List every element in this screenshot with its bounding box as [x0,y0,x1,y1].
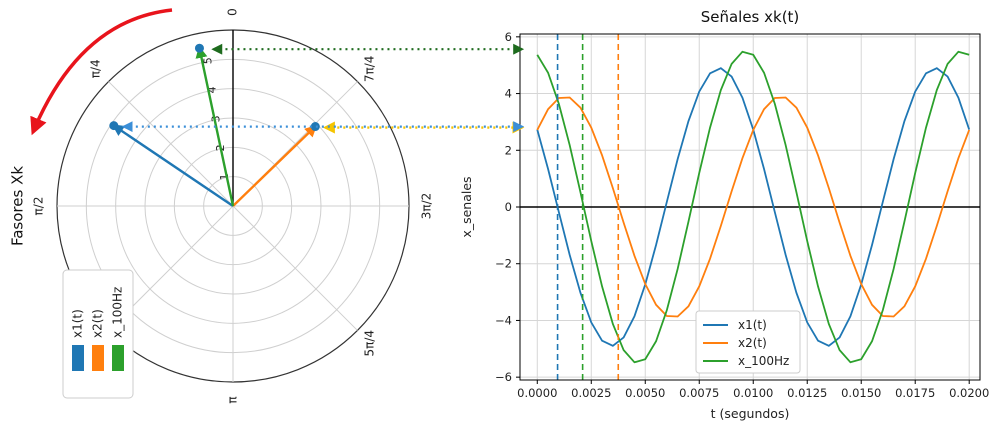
y-tick-label: −6 [495,370,512,384]
x-tick-label: 0.0000 [517,386,557,400]
y-axis-label: x_senales [459,176,474,237]
polar-grid-spoke [108,81,234,207]
y-tick-label: 2 [505,143,512,157]
polar-grid-spoke [232,205,358,331]
polar-legend-swatch [112,345,124,371]
rotation-arrow [30,8,173,136]
phasor-vector [232,124,318,207]
y-tick-label: −2 [495,257,512,271]
x-tick-label: 0.0125 [787,386,827,400]
line-legend-label: x_100Hz [738,354,789,368]
line-legend-label: x2(t) [738,336,767,350]
phasor-tip-dot [109,121,119,131]
y-tick-label: −4 [495,313,512,327]
x-tick-label: 0.0050 [625,386,665,400]
polar-legend-label: x2(t) [91,309,105,338]
series-line [536,50,970,364]
line-plot-frame [519,33,981,381]
polar-legend-label: x1(t) [71,309,85,338]
polar-legend-label: x_100Hz [111,287,125,338]
polar-legend-swatch [92,345,104,371]
x-tick-label: 0.0200 [949,386,989,400]
polar-angle-label: 0 [226,8,240,16]
y-tick-label: 0 [505,200,512,214]
line-title: Señales xk(t) [701,8,800,26]
line-legend: x1(t) x2(t) x_100Hz [695,310,801,374]
polar-radial-tick: 1 [218,173,231,180]
polar-radial-tick: 4 [206,86,219,93]
polar-legend-swatch [72,345,84,371]
polar-angle-label: π/2 [32,197,46,216]
polar-radial-tick: 5 [202,57,215,64]
signals-line-chart: 0.0000 0.0025 0.0050 0.0075 0.0100 0.0125 0.01… [459,8,989,421]
x-tick-label: 0.0075 [679,386,719,400]
phasor-vector [111,124,234,207]
x-tick-label: 0.0025 [571,386,611,400]
x-axis-label: t (segundos) [711,406,790,421]
phasor-signal-connectors [121,43,525,134]
series-line [536,96,971,318]
polar-angle-label: 3π/2 [420,193,434,220]
line-legend-box [695,310,801,374]
polar-angle-label: π/4 [88,59,102,78]
x-tick-label: 0.0150 [841,386,881,400]
polar-radial-tick: 3 [210,115,223,122]
polar-title: Fasores Xk [9,166,27,246]
polar-angle-label: 7π/4 [363,56,377,83]
x-tick-label: 0.0175 [895,386,935,400]
x-tick-label: 0.0100 [733,386,773,400]
y-tick-label: 4 [505,87,512,101]
polar-angle-label: 5π/4 [363,330,377,357]
y-tick-label: 6 [505,30,512,44]
polar-legend: x1(t) x2(t) x_100Hz [62,269,134,399]
phasor-tip-dot [194,43,204,53]
polar-angle-label: π [226,396,240,403]
line-legend-label: x1(t) [738,318,767,332]
phasor-tip-dot [310,122,320,132]
